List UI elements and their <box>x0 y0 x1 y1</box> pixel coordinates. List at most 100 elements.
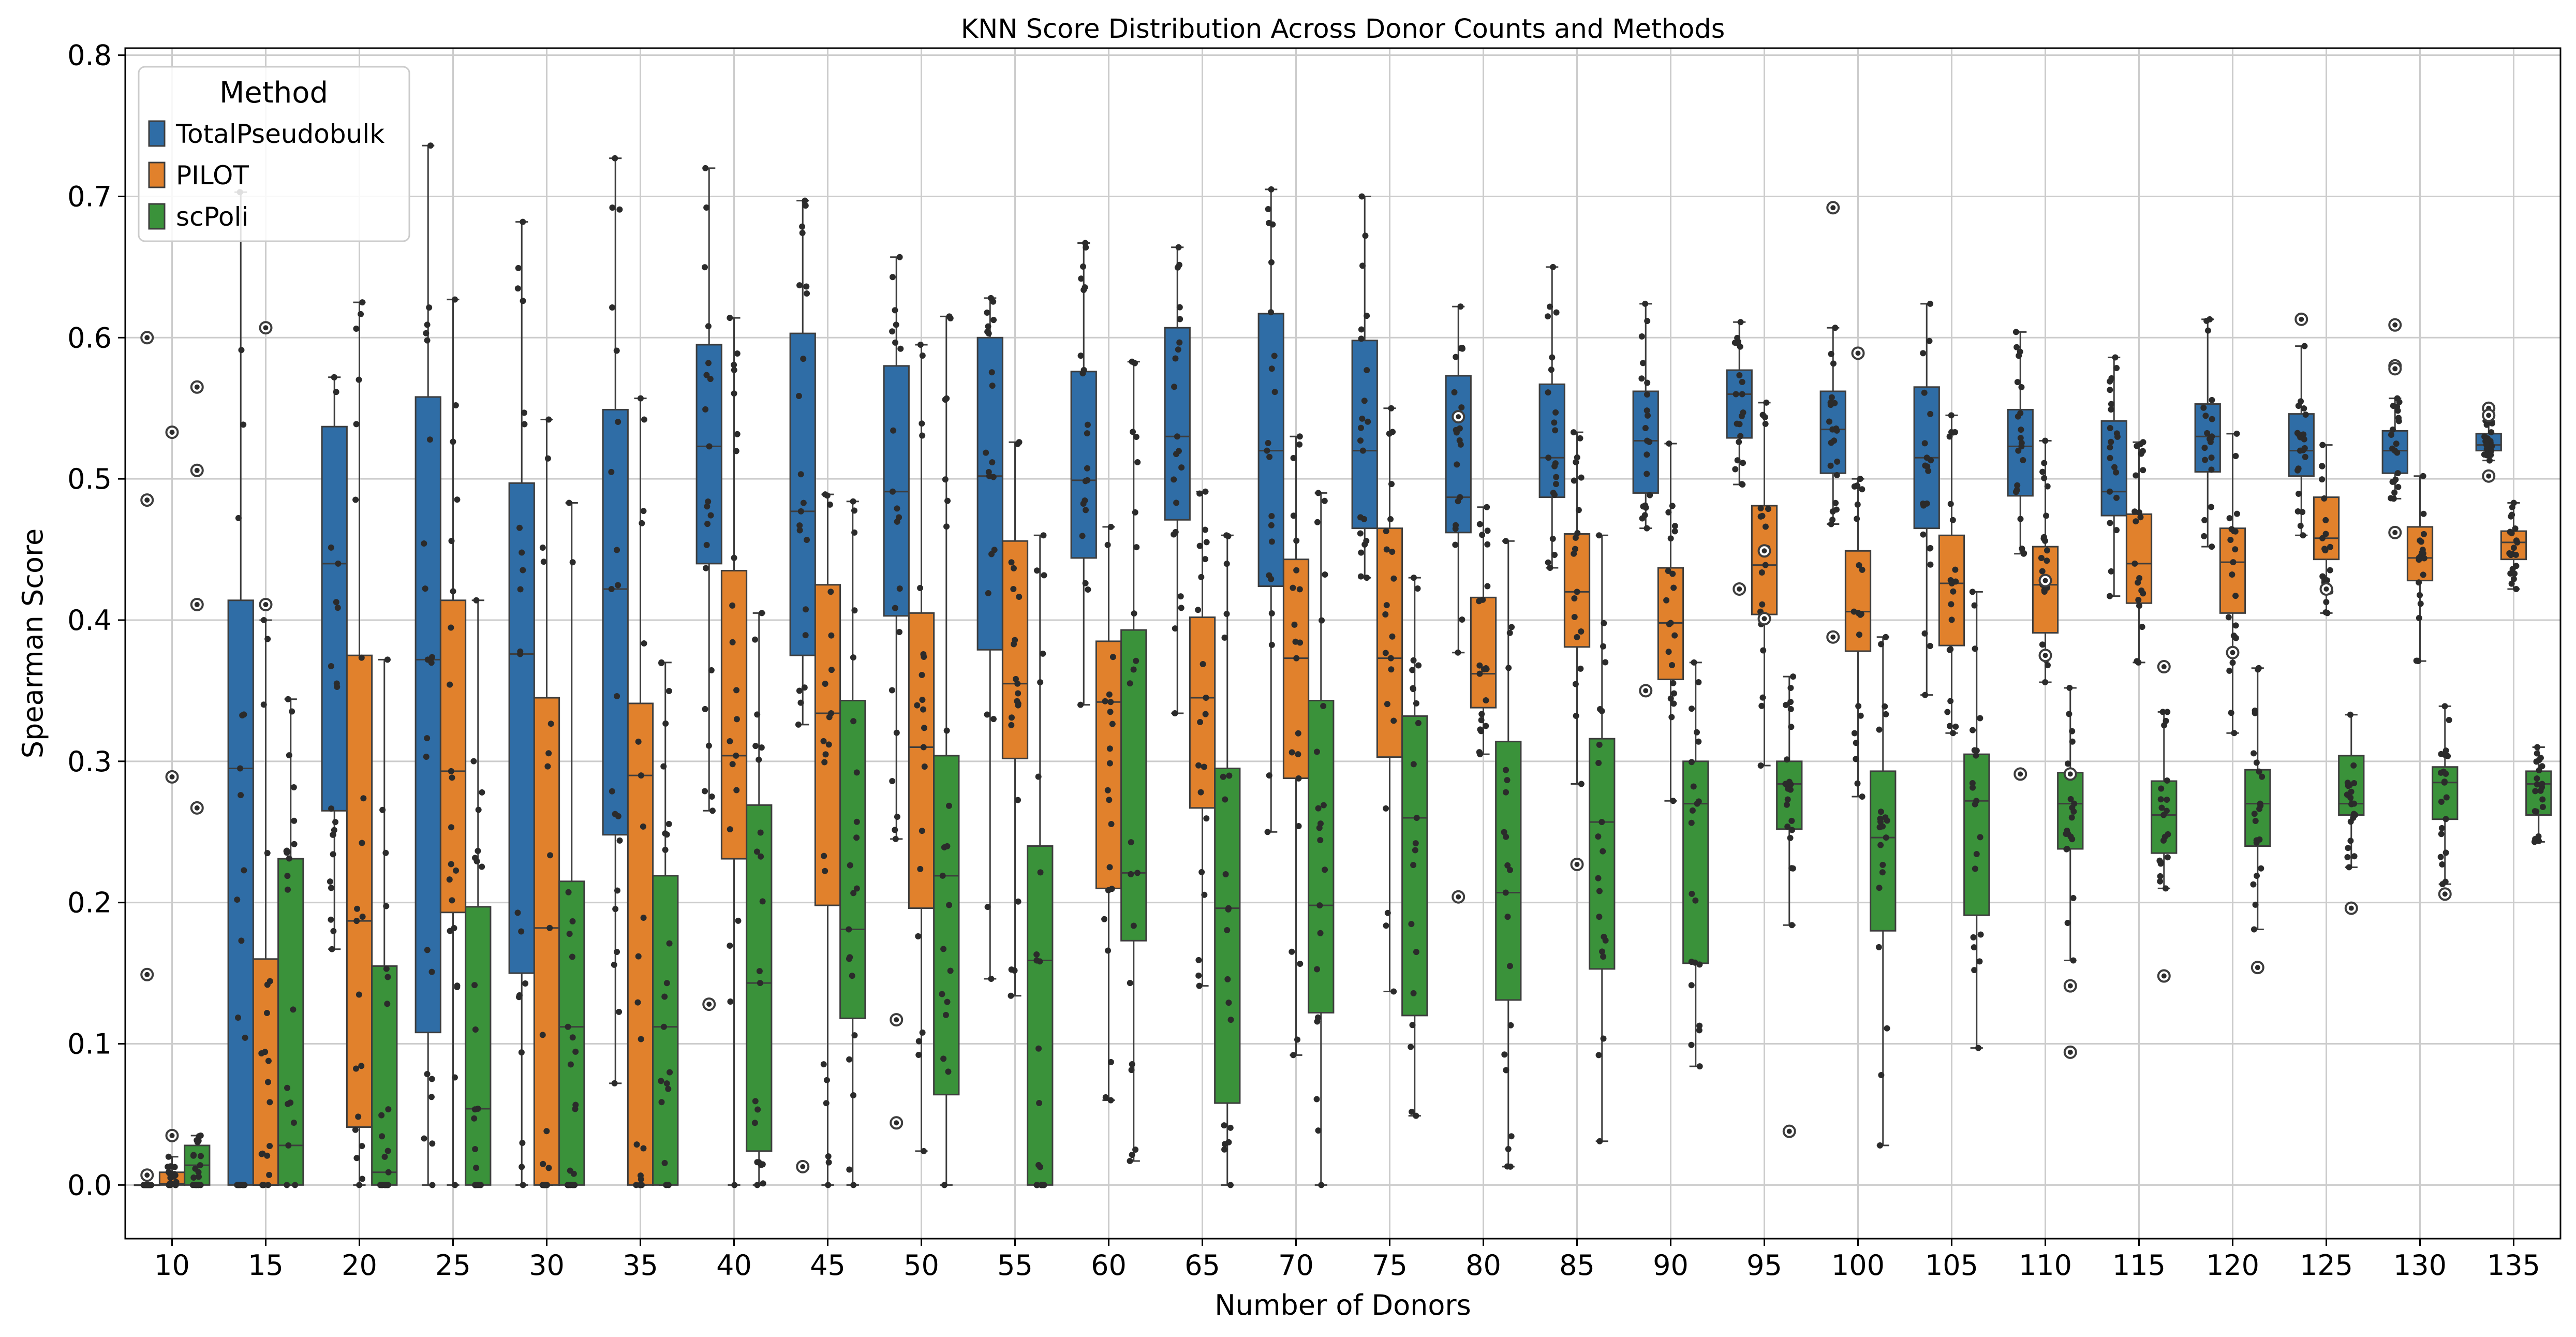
strip-point <box>1104 541 1111 548</box>
strip-point <box>917 585 924 592</box>
strip-point <box>2531 839 2538 845</box>
box-scPoli-60 <box>1120 358 1147 1164</box>
strip-point <box>1200 660 1206 667</box>
strip-point <box>1080 501 1087 507</box>
iqr-box <box>933 755 960 1096</box>
strip-point <box>360 795 367 802</box>
strip-point <box>2421 555 2427 562</box>
strip-point <box>1501 829 1507 835</box>
strip-point <box>1176 339 1183 346</box>
strip-point <box>1459 345 1465 352</box>
strip-point <box>2321 546 2328 552</box>
strip-point <box>2534 781 2540 788</box>
strip-point <box>353 325 360 332</box>
strip-point <box>2041 588 2048 595</box>
strip-point <box>1970 727 1976 733</box>
strip-point <box>2346 864 2352 871</box>
strip-point <box>1736 372 1743 379</box>
strip-point <box>1765 506 1771 512</box>
strip-point <box>984 309 990 316</box>
strip-point <box>2319 442 2326 448</box>
strip-point <box>1294 1036 1301 1043</box>
strip-point <box>1600 848 1606 855</box>
strip-point <box>2252 901 2259 908</box>
strip-point <box>358 654 365 661</box>
outlier-point <box>2042 578 2048 583</box>
strip-point <box>329 946 335 952</box>
strip-point <box>1264 829 1271 835</box>
strip-point <box>2226 515 2233 522</box>
strip-point <box>1950 730 1957 737</box>
outlier-point <box>2486 413 2492 418</box>
strip-point <box>1383 805 1389 812</box>
box-TotalPseudobulk-55 <box>976 295 1003 982</box>
strip-point <box>1408 921 1415 928</box>
strip-point <box>1221 1141 1228 1148</box>
strip-point <box>2020 550 2027 557</box>
strip-point <box>1290 1052 1297 1059</box>
strip-point <box>614 948 620 955</box>
strip-point <box>1922 692 1929 698</box>
strip-point <box>1571 550 1577 557</box>
strip-point <box>2251 926 2257 933</box>
strip-point <box>241 711 247 718</box>
x-tick-label: 15 <box>248 1249 284 1282</box>
strip-point <box>1602 659 1609 666</box>
strip-point <box>424 947 431 953</box>
strip-point <box>1833 506 1840 513</box>
strip-point <box>705 323 712 330</box>
strip-point <box>851 507 857 514</box>
strip-point <box>666 940 673 947</box>
strip-point <box>1321 497 1328 504</box>
strip-point <box>640 1145 647 1152</box>
strip-point <box>1644 391 1650 398</box>
strip-point <box>1318 1182 1325 1188</box>
iqr-box <box>1726 369 1753 439</box>
strip-point <box>1599 948 1606 955</box>
strip-point <box>1691 659 1697 666</box>
strip-point <box>1550 263 1557 270</box>
strip-point <box>1787 699 1794 706</box>
strip-point <box>801 684 808 691</box>
strip-point <box>2042 537 2049 544</box>
strip-point <box>2063 846 2070 853</box>
box-PILOT-35 <box>627 395 654 1188</box>
strip-point <box>1129 1152 1135 1158</box>
box-TotalPseudobulk-75 <box>1351 193 1378 581</box>
strip-point <box>2327 543 2333 550</box>
strip-point <box>379 1133 386 1140</box>
strip-point <box>521 409 527 416</box>
strip-point <box>1478 711 1485 717</box>
strip-point <box>1828 439 1834 446</box>
outlier-point <box>2323 586 2329 592</box>
strip-point <box>1834 458 1841 465</box>
chart-title: KNN Score Distribution Across Donor Coun… <box>961 14 1725 45</box>
strip-point <box>2042 679 2049 686</box>
strip-point <box>1127 1157 1133 1164</box>
outlier-point <box>263 325 269 331</box>
strip-point <box>1084 477 1091 483</box>
strip-point <box>1787 685 1794 692</box>
strip-point <box>729 602 736 609</box>
strip-point <box>242 1034 248 1041</box>
strip-point <box>520 567 526 574</box>
strip-point <box>1877 818 1884 825</box>
strip-point <box>704 521 711 527</box>
strip-point <box>566 1182 572 1188</box>
box-scPoli-100 <box>1870 634 1897 1149</box>
strip-point <box>2201 533 2208 539</box>
strip-point <box>752 1098 759 1105</box>
strip-point <box>1264 447 1270 454</box>
strip-point <box>804 537 810 543</box>
strip-point <box>1595 875 1602 881</box>
strip-point <box>2164 777 2170 784</box>
strip-point <box>615 419 621 425</box>
strip-point <box>238 937 245 944</box>
outlier-point <box>2067 1049 2073 1055</box>
strip-point <box>1859 566 1866 573</box>
strip-point <box>2510 499 2517 506</box>
strip-point <box>2253 759 2260 766</box>
strip-point <box>850 498 856 505</box>
iqr-box <box>1751 505 1778 615</box>
strip-point <box>2350 762 2357 769</box>
